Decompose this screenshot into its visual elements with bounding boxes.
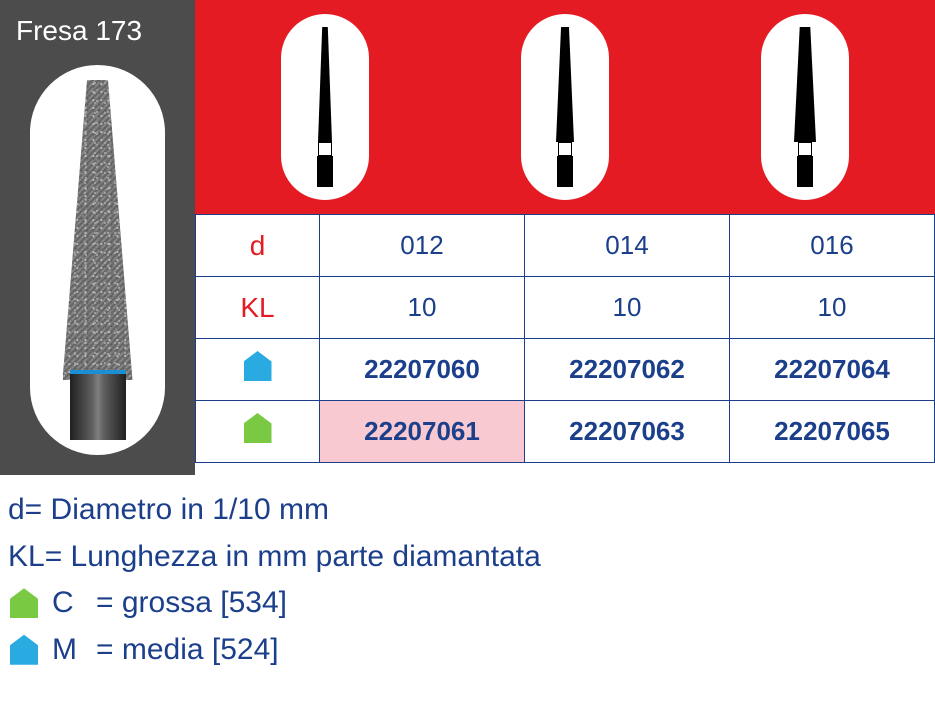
right-panel: d 012 014 016 KL 10 10 10 22207060 22207… <box>195 0 935 475</box>
code-blue-3: 22207064 <box>730 339 935 401</box>
pentagon-blue-icon <box>10 635 38 665</box>
pentagon-green-icon <box>10 588 38 618</box>
kl-col-2: 10 <box>525 277 730 339</box>
legend-kl: KL= Lunghezza in mm parte diamantata <box>8 534 927 581</box>
variant-header <box>195 0 935 214</box>
kl-col-3: 10 <box>730 277 935 339</box>
bur-large-illustration <box>58 80 138 440</box>
code-blue-2: 22207062 <box>525 339 730 401</box>
variant-icon-2 <box>445 14 685 200</box>
legend-green-text: = grossa [534] <box>96 580 287 627</box>
product-title: Fresa 173 <box>12 15 142 47</box>
marker-blue-icon <box>196 339 320 401</box>
legend-green-row: C = grossa [534] <box>8 580 927 627</box>
legend-blue-letter: M <box>52 627 82 674</box>
code-blue-1: 22207060 <box>320 339 525 401</box>
legend-blue-row: M = media [524] <box>8 627 927 674</box>
legend-d: d= Diametro in 1/10 mm <box>8 487 927 534</box>
legend-blue-text: = media [524] <box>96 627 279 674</box>
variant-icon-1 <box>205 14 445 200</box>
product-card: Fresa 173 <box>0 0 935 673</box>
d-col-1: 012 <box>320 215 525 277</box>
code-green-3: 22207065 <box>730 401 935 463</box>
d-col-2: 014 <box>525 215 730 277</box>
variant-icon-3 <box>685 14 925 200</box>
legend: d= Diametro in 1/10 mm KL= Lunghezza in … <box>0 475 935 673</box>
row-code-green: 22207061 22207063 22207065 <box>196 401 935 463</box>
left-panel: Fresa 173 <box>0 0 195 475</box>
code-green-1: 22207061 <box>320 401 525 463</box>
row-d: d 012 014 016 <box>196 215 935 277</box>
top-section: Fresa 173 <box>0 0 935 475</box>
label-kl: KL <box>196 277 320 339</box>
legend-green-letter: C <box>52 580 82 627</box>
row-kl: KL 10 10 10 <box>196 277 935 339</box>
kl-col-1: 10 <box>320 277 525 339</box>
d-col-3: 016 <box>730 215 935 277</box>
spec-table: d 012 014 016 KL 10 10 10 22207060 22207… <box>195 214 935 463</box>
code-green-2: 22207063 <box>525 401 730 463</box>
row-code-blue: 22207060 22207062 22207064 <box>196 339 935 401</box>
product-image-frame <box>30 65 165 455</box>
marker-green-icon <box>196 401 320 463</box>
label-d: d <box>196 215 320 277</box>
